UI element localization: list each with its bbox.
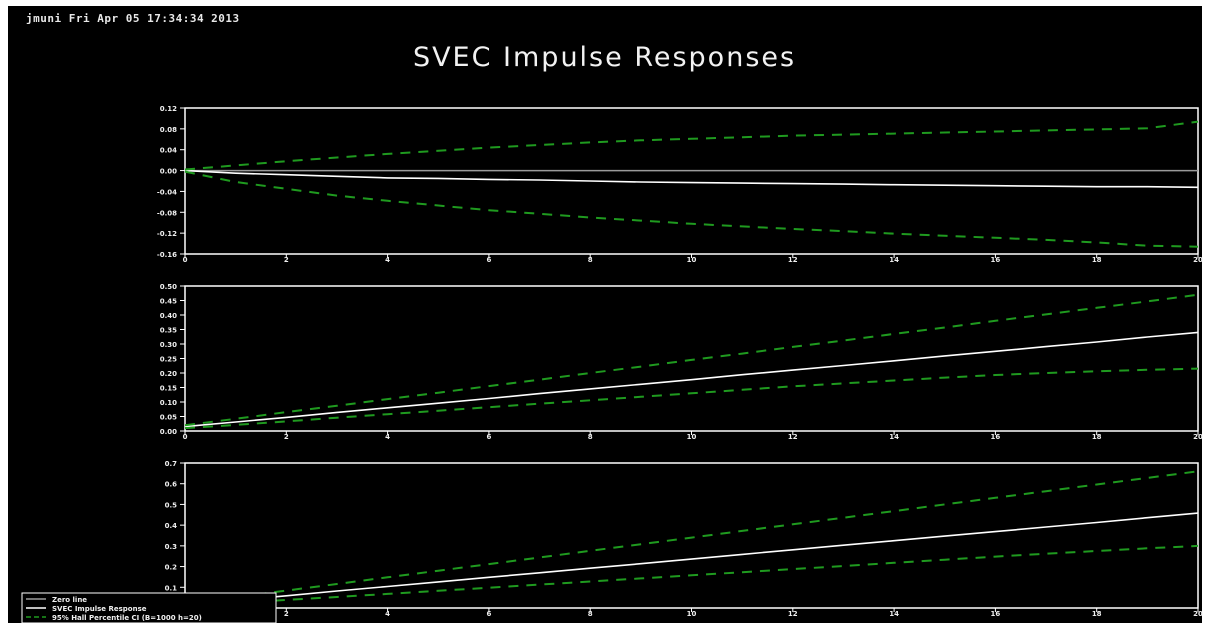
panel-2-ytick-label: 0.10 — [160, 399, 177, 407]
panel-2-ci-lower-line — [184, 367, 1199, 430]
panel-3-xtick-label: 20 — [1193, 610, 1203, 618]
panel-1-response-line — [184, 169, 1199, 189]
panel-2-ytick-label: 0.25 — [160, 356, 177, 364]
panel-1-xtick-label: 14 — [889, 256, 899, 264]
panel-2-xtick-label: 0 — [183, 433, 188, 441]
panel-1-ytick-label: 0.00 — [160, 168, 177, 176]
panel-1-ytick-label: 0.12 — [160, 105, 177, 113]
panel-2-xtick-label: 10 — [687, 433, 697, 441]
panel-3-ytick-label: 0.1 — [165, 584, 178, 592]
panel-2-xtick-label: 18 — [1092, 433, 1102, 441]
panel-1-ytick-label: 0.08 — [160, 126, 177, 134]
panel-3-ytick-label: 0.4 — [165, 522, 178, 530]
panel-3-xtick-label: 6 — [486, 610, 491, 618]
panel-3-xtick-label: 4 — [385, 610, 390, 618]
panel-2-ytick-label: 0.30 — [160, 341, 177, 349]
panel-1-xtick-label: 10 — [687, 256, 697, 264]
panel-3-xtick-label: 18 — [1092, 610, 1102, 618]
panel-3-xtick-label: 2 — [284, 610, 289, 618]
panel-1-xtick-label: 8 — [588, 256, 593, 264]
panel-3-ci-upper-line — [184, 470, 1199, 605]
panel-1-ytick-label: -0.16 — [157, 251, 177, 259]
legend-label-3: 95% Hall Percentile CI (B=1000 h=20) — [52, 614, 202, 622]
panel-2-ytick-label: 0.05 — [160, 414, 177, 422]
panel-1-xtick-label: 6 — [486, 256, 491, 264]
panel-2-ytick-label: 0.20 — [160, 370, 177, 378]
panel-2-xtick-label: 8 — [588, 433, 593, 441]
panel-2-xtick-label: 2 — [284, 433, 289, 441]
legend-label-1: Zero line — [52, 596, 87, 604]
header-stamp: jmuni Fri Apr 05 17:34:34 2013 — [26, 12, 240, 25]
legend-box — [21, 592, 277, 624]
panel-3-ytick-label: 0.6 — [165, 481, 178, 489]
panel-3-frame — [184, 462, 1199, 609]
legend-label-2: SVEC Impulse Response — [52, 605, 147, 613]
panel-1-ytick-label: 0.04 — [160, 147, 177, 155]
panel-2-ytick-label: 0.50 — [160, 283, 177, 291]
panel-2-response-line — [184, 331, 1199, 428]
panel-3-xtick-label: 12 — [788, 610, 798, 618]
panel-2-xtick-label: 6 — [486, 433, 491, 441]
panel-1-ytick-label: -0.04 — [157, 188, 177, 196]
panel-3-ytick-label: 0.7 — [165, 460, 178, 468]
panel-2-xtick-label: 4 — [385, 433, 390, 441]
panel-3-ytick-label: 0.2 — [165, 564, 178, 572]
panel-2-frame — [184, 285, 1199, 432]
panel-1-xtick-label: 0 — [183, 256, 188, 264]
panel-1-xtick-label: 20 — [1193, 256, 1203, 264]
panel-2-xtick-label: 20 — [1193, 433, 1203, 441]
panel-1-xtick-label: 16 — [991, 256, 1001, 264]
panel-3-xtick-label: 14 — [889, 610, 899, 618]
panel-3-ci-lower-line — [184, 544, 1199, 607]
panel-1-ci-lower-line — [184, 170, 1199, 248]
chart-title: SVEC Impulse Responses — [412, 42, 797, 73]
panel-3-xtick-label: 16 — [991, 610, 1001, 618]
panel-3-ytick-label: 0.3 — [165, 543, 178, 551]
panel-2-ci-upper-line — [184, 293, 1199, 427]
plot-canvas — [8, 6, 1202, 623]
panel-3-xtick-label: 10 — [687, 610, 697, 618]
panel-1-ytick-label: -0.08 — [157, 209, 177, 217]
panel-2-ytick-label: 0.15 — [160, 385, 177, 393]
panel-3-xtick-label: 8 — [588, 610, 593, 618]
panel-1-ytick-label: -0.12 — [157, 230, 177, 238]
panel-2-ytick-label: 0.45 — [160, 298, 177, 306]
panel-1-xtick-label: 4 — [385, 256, 390, 264]
panel-2-ytick-label: 0.40 — [160, 312, 177, 320]
panel-1-xtick-label: 18 — [1092, 256, 1102, 264]
panel-1-xtick-label: 12 — [788, 256, 798, 264]
panel-2-xtick-label: 16 — [991, 433, 1001, 441]
panel-3-response-line — [184, 512, 1199, 606]
panel-1-frame — [184, 107, 1199, 255]
panel-2-ytick-label: 0.35 — [160, 327, 177, 335]
panel-2-xtick-label: 12 — [788, 433, 798, 441]
panel-2-ytick-label: 0.00 — [160, 428, 177, 436]
panel-3-ytick-label: 0.5 — [165, 501, 178, 509]
panel-2-xtick-label: 14 — [889, 433, 899, 441]
panel-1-xtick-label: 2 — [284, 256, 289, 264]
panel-1-ci-upper-line — [184, 120, 1199, 171]
